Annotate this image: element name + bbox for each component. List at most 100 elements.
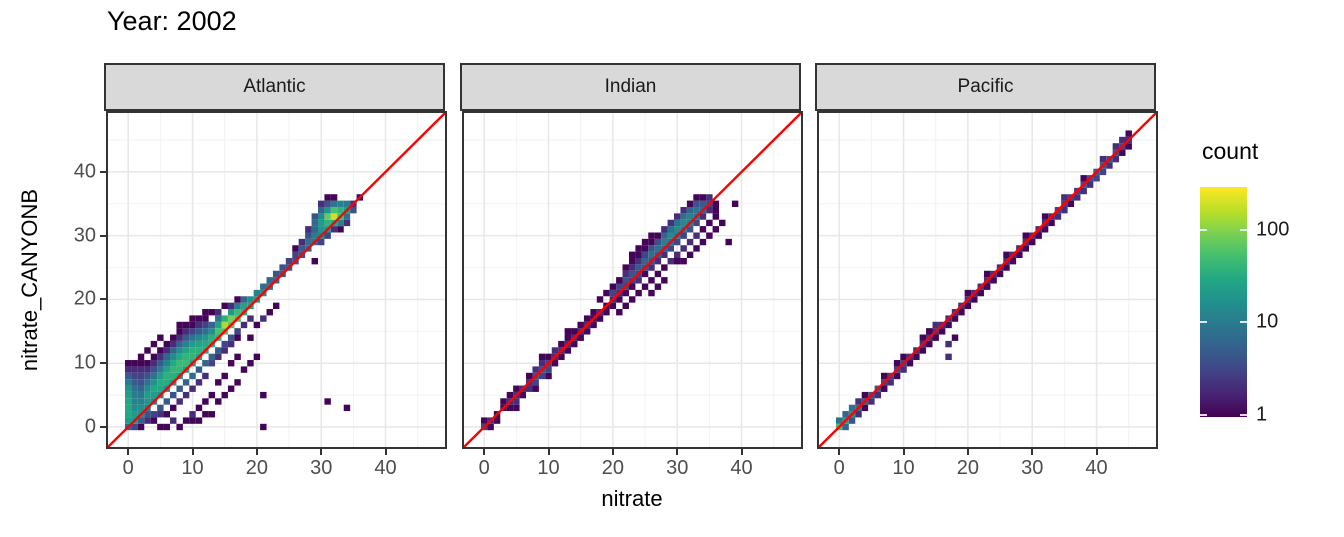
bin2d-cell (641, 270, 649, 278)
bin2d-cell (628, 251, 636, 258)
bin2d-cell (648, 238, 655, 246)
bin2d-cell (176, 340, 183, 348)
bin2d-cell (583, 315, 591, 322)
bin2d-cell (1080, 187, 1087, 195)
bin2d-cell (731, 200, 739, 207)
bin2d-cell (706, 219, 713, 227)
bin2d-cell (144, 372, 151, 380)
y-axis-tick-label: 10 (73, 351, 96, 374)
bin2d-cell (202, 321, 209, 329)
bin2d-cell (1119, 136, 1126, 144)
x-axis-tick-label: 40 (730, 457, 753, 479)
bin2d-cell (906, 360, 914, 367)
bin2d-cell (131, 379, 138, 386)
bin2d-cell (311, 219, 318, 227)
bin2d-cell (311, 257, 318, 265)
legend-tick-mark (1200, 228, 1207, 231)
bin2d-cell (227, 334, 235, 341)
bin2d-cell (195, 321, 203, 329)
bin2d-cell (260, 283, 267, 290)
bin2d-cell (938, 328, 946, 335)
bin2d-cell (311, 232, 318, 239)
bin2d-cell (176, 366, 183, 373)
bin2d-cell (513, 404, 520, 412)
bin2d-cell (170, 366, 177, 373)
bin2d-cell (835, 417, 843, 424)
bin2d-cell (124, 366, 132, 373)
bin2d-cell (686, 238, 694, 246)
bin2d-cell (227, 302, 235, 310)
bin2d-cell (215, 309, 222, 316)
bin2d-cell (279, 264, 286, 271)
bin2d-cell (699, 226, 707, 233)
bin2d-cell (641, 238, 649, 246)
bin2d-cell (1003, 264, 1010, 271)
bin2d-cell (526, 372, 533, 380)
bin2d-cell (176, 385, 183, 392)
x-axis-tick (191, 449, 194, 455)
bin2d-cell (227, 315, 235, 322)
facet-strip-atlantic-label: Atlantic (243, 76, 306, 97)
bin2d-cell (893, 372, 901, 380)
bin2d-cell (596, 315, 604, 322)
bin2d-cell (234, 302, 241, 310)
x-axis-tick (966, 449, 969, 455)
x-axis-tick-label: 30 (666, 457, 689, 479)
facet-strip-indian: Indian (460, 63, 801, 111)
bin2d-cell (673, 257, 681, 265)
bin2d-cell (571, 328, 578, 335)
bin2d-cell (292, 251, 299, 258)
legend-tick-label: 100 (1256, 218, 1290, 241)
bin2d-cell (648, 289, 655, 297)
bin2d-cell (150, 417, 158, 424)
bin2d-cell (317, 200, 325, 207)
bin2d-cell (182, 328, 190, 335)
bin2d-cell (195, 315, 203, 322)
bin2d-cell (202, 340, 209, 348)
bin2d-cell (706, 194, 713, 201)
bin2d-cell (202, 360, 209, 367)
bin2d-cell (202, 309, 209, 316)
bin2d-cell (137, 366, 145, 373)
bin2d-cell (699, 238, 707, 246)
bin2d-cell (1028, 238, 1036, 246)
bin2d-cell (124, 385, 132, 392)
bin2d-cell (227, 360, 235, 367)
bin2d-cell (693, 232, 700, 239)
legend-tick-label: 10 (1256, 310, 1279, 333)
bin2d-cell (635, 257, 642, 265)
bin2d-cell (150, 353, 158, 361)
bin2d-cell (945, 353, 952, 361)
bin2d-cell (137, 385, 145, 392)
bin2d-cell (635, 264, 642, 271)
bin2d-cell (170, 372, 177, 380)
bin2d-cell (195, 379, 203, 386)
bin2d-cell (654, 232, 662, 239)
bin2d-cell (266, 277, 273, 284)
bin2d-cell (298, 245, 306, 252)
y-axis-tick-label: 0 (84, 415, 96, 438)
bin2d-cell (208, 334, 216, 341)
bin2d-cell (324, 213, 331, 220)
legend-tick-mark (1240, 321, 1247, 324)
bin2d-cell (686, 226, 694, 233)
bin2d-cell (176, 398, 183, 405)
x-axis-tick-label: 10 (892, 457, 915, 479)
bin2d-cell (996, 270, 1004, 278)
bin2d-cell (1003, 251, 1010, 258)
bin2d-cell (564, 328, 572, 335)
bin2d-cell (616, 277, 623, 284)
x-axis-tick (547, 449, 550, 455)
bin2d-cell (635, 289, 642, 297)
bin2d-cell (693, 219, 700, 227)
bin2d-cell (182, 379, 190, 386)
bin2d-cell (317, 213, 325, 220)
bin2d-cell (628, 264, 636, 271)
bin2d-cell (247, 334, 254, 341)
identity-reference-line (817, 111, 1158, 449)
bin2d-cell (725, 238, 732, 246)
bin2d-cell (182, 417, 190, 424)
bin2d-cell (150, 379, 158, 386)
bin2d-cell (532, 366, 539, 373)
x-axis-tick-label: 0 (833, 457, 845, 479)
